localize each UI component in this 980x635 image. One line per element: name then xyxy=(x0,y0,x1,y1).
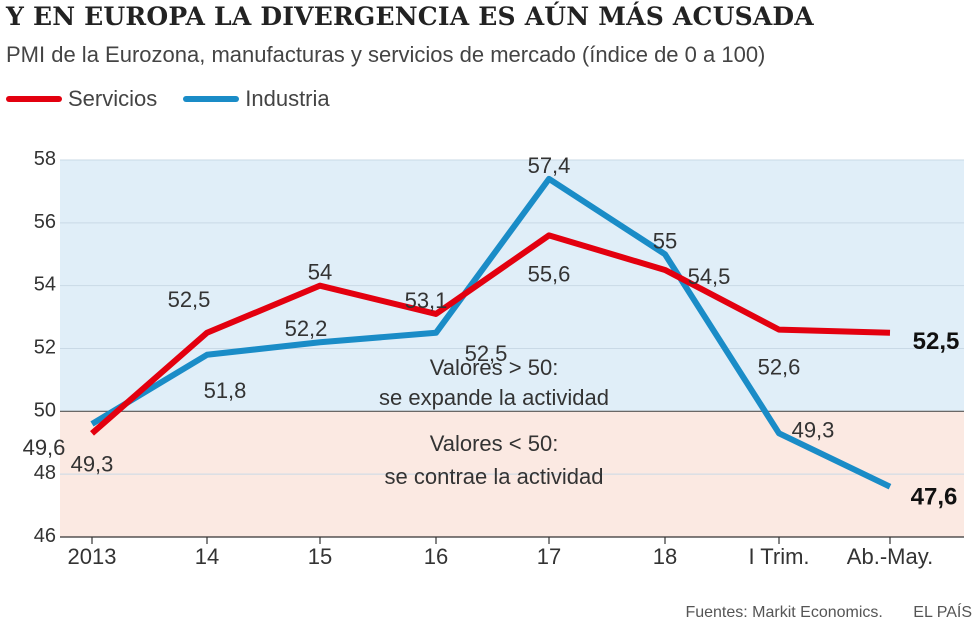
x-tick-label: Ab.-May. xyxy=(847,544,933,569)
x-tick-label: 17 xyxy=(537,544,561,569)
legend-swatch-industria xyxy=(183,96,240,102)
series-line-servicios xyxy=(90,232,891,436)
y-tick-label: 52 xyxy=(34,337,56,359)
data-label-industria: 55 xyxy=(653,228,677,253)
x-tick-label: 16 xyxy=(424,544,448,569)
chart-subtitle: PMI de la Eurozona, manufacturas y servi… xyxy=(6,42,766,67)
y-tick-label: 54 xyxy=(34,274,56,296)
legend-swatch-servicios xyxy=(6,96,62,102)
series-line-industria xyxy=(90,175,892,490)
annotation-expansion-title: Valores > 50: xyxy=(430,355,559,380)
x-tick-label: 15 xyxy=(308,544,332,569)
legend-label-industria: Industria xyxy=(245,86,330,111)
brand-name: EL PAÍS xyxy=(913,604,972,621)
x-tick-label: 14 xyxy=(195,544,219,569)
data-label-servicios: 52,5 xyxy=(168,287,211,312)
y-tick-label: 48 xyxy=(34,462,56,484)
footer: Fuentes: Markit Economics. EL PAÍS xyxy=(659,604,972,622)
x-tick-label: 2013 xyxy=(68,544,117,569)
data-label-servicios: 54,5 xyxy=(688,264,731,289)
data-labels: 49,3 52,5 54 53,1 55,6 54,5 52,6 52,5 49,6 51,8 52… xyxy=(23,153,960,511)
data-label-industria: 47,6 xyxy=(911,484,958,511)
series-lines xyxy=(90,175,892,490)
data-label-servicios: 55,6 xyxy=(528,261,571,286)
annotation-expansion-text: se expande la actividad xyxy=(379,385,609,410)
data-label-servicios: 49,3 xyxy=(71,451,114,476)
legend: Servicios Industria xyxy=(6,84,356,114)
data-label-industria: 49,3 xyxy=(792,417,835,442)
x-tick-label: I Trim. xyxy=(748,544,809,569)
legend-item-servicios: Servicios xyxy=(6,86,157,112)
source-note: Fuentes: Markit Economics. xyxy=(685,604,883,621)
data-label-servicios: 53,1 xyxy=(405,288,448,313)
data-label-servicios: 52,6 xyxy=(758,355,801,380)
x-tick-label: 18 xyxy=(653,544,677,569)
data-label-industria: 49,6 xyxy=(23,435,66,460)
data-label-industria: 52,2 xyxy=(285,316,328,341)
legend-item-industria: Industria xyxy=(183,86,330,112)
y-tick-label: 46 xyxy=(34,525,56,547)
y-tick-label: 58 xyxy=(34,148,56,170)
data-label-industria: 52,5 xyxy=(465,341,508,366)
y-tick-label: 56 xyxy=(34,211,56,233)
data-label-industria: 57,4 xyxy=(528,153,571,178)
annotation-contraction-title: Valores < 50: xyxy=(430,431,559,456)
y-axis: 46 48 50 52 54 56 58 xyxy=(34,148,56,547)
data-label-servicios: 52,5 xyxy=(913,328,960,355)
gridlines xyxy=(60,159,964,475)
annotation-contraction-text: se contrae la actividad xyxy=(385,464,604,489)
chart-title: Y EN EUROPA LA DIVERGENCIA ES AÚN MÁS AC… xyxy=(6,2,814,31)
data-label-servicios: 54 xyxy=(308,260,332,285)
y-tick-label: 50 xyxy=(34,399,56,421)
x-axis: 2013 14 15 16 17 18 I Trim. Ab.-May. xyxy=(60,536,964,569)
data-label-industria: 51,8 xyxy=(204,378,247,403)
legend-label-servicios: Servicios xyxy=(68,86,158,111)
